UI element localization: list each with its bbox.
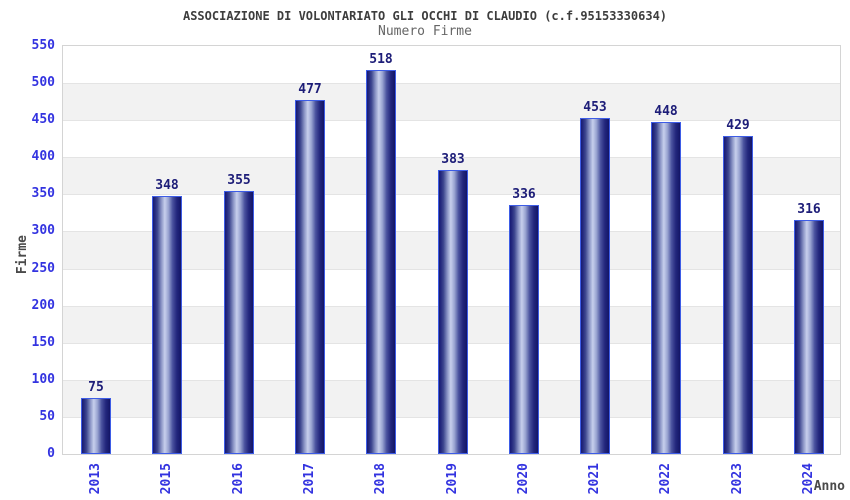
bar-value-label: 429 — [726, 118, 750, 133]
bar-value-label: 355 — [227, 173, 251, 188]
bar-value-label: 316 — [797, 202, 821, 217]
bar — [152, 196, 182, 454]
grid-band — [63, 46, 840, 84]
bar — [81, 398, 111, 454]
x-tick-label: 2018 — [373, 463, 388, 495]
x-tick-label: 2021 — [587, 463, 602, 495]
bar — [580, 118, 610, 454]
bar-value-label: 336 — [512, 187, 536, 202]
grid-band — [63, 83, 840, 121]
x-tick-label: 2017 — [302, 463, 317, 495]
bar — [438, 170, 468, 454]
y-tick-label: 100 — [31, 372, 55, 387]
x-tick-label: 2015 — [159, 463, 174, 495]
y-tick-label: 300 — [31, 223, 55, 238]
chart-title: ASSOCIAZIONE DI VOLONTARIATO GLI OCCHI D… — [182, 9, 668, 23]
y-tick-label: 50 — [39, 409, 55, 424]
y-tick-label: 350 — [31, 186, 55, 201]
grid-line — [63, 157, 840, 158]
bar — [224, 191, 254, 454]
y-tick-label: 250 — [31, 261, 55, 276]
y-tick-label: 450 — [31, 112, 55, 127]
bar-value-label: 383 — [441, 152, 465, 167]
grid-line — [63, 120, 840, 121]
y-tick-label: 150 — [31, 335, 55, 350]
bar-value-label: 477 — [298, 82, 322, 97]
x-axis-title: Anno — [813, 479, 845, 494]
x-tick-label: 2019 — [445, 463, 460, 495]
bar-value-label: 448 — [654, 104, 678, 119]
x-tick-label: 2016 — [231, 463, 246, 495]
y-tick-label: 550 — [31, 38, 55, 53]
bar-value-label: 453 — [583, 100, 607, 115]
bar — [794, 220, 824, 454]
plot-area — [62, 45, 841, 455]
bar — [723, 136, 753, 454]
bar-value-label: 348 — [155, 178, 179, 193]
bar-value-label: 518 — [369, 52, 393, 67]
bar — [509, 205, 539, 454]
x-tick-label: 2022 — [658, 463, 673, 495]
bar-value-label: 75 — [88, 380, 104, 395]
grid-band — [63, 120, 840, 158]
x-tick-label: 2013 — [88, 463, 103, 495]
x-tick-label: 2023 — [730, 463, 745, 495]
y-tick-label: 500 — [31, 75, 55, 90]
x-tick-label: 2020 — [516, 463, 531, 495]
y-tick-label: 200 — [31, 298, 55, 313]
bar — [366, 70, 396, 454]
bar — [295, 100, 325, 454]
bar — [651, 122, 681, 454]
y-tick-label: 0 — [47, 446, 55, 461]
chart-subtitle: Numero Firme — [378, 24, 472, 39]
grid-line — [63, 83, 840, 84]
y-tick-label: 400 — [31, 149, 55, 164]
